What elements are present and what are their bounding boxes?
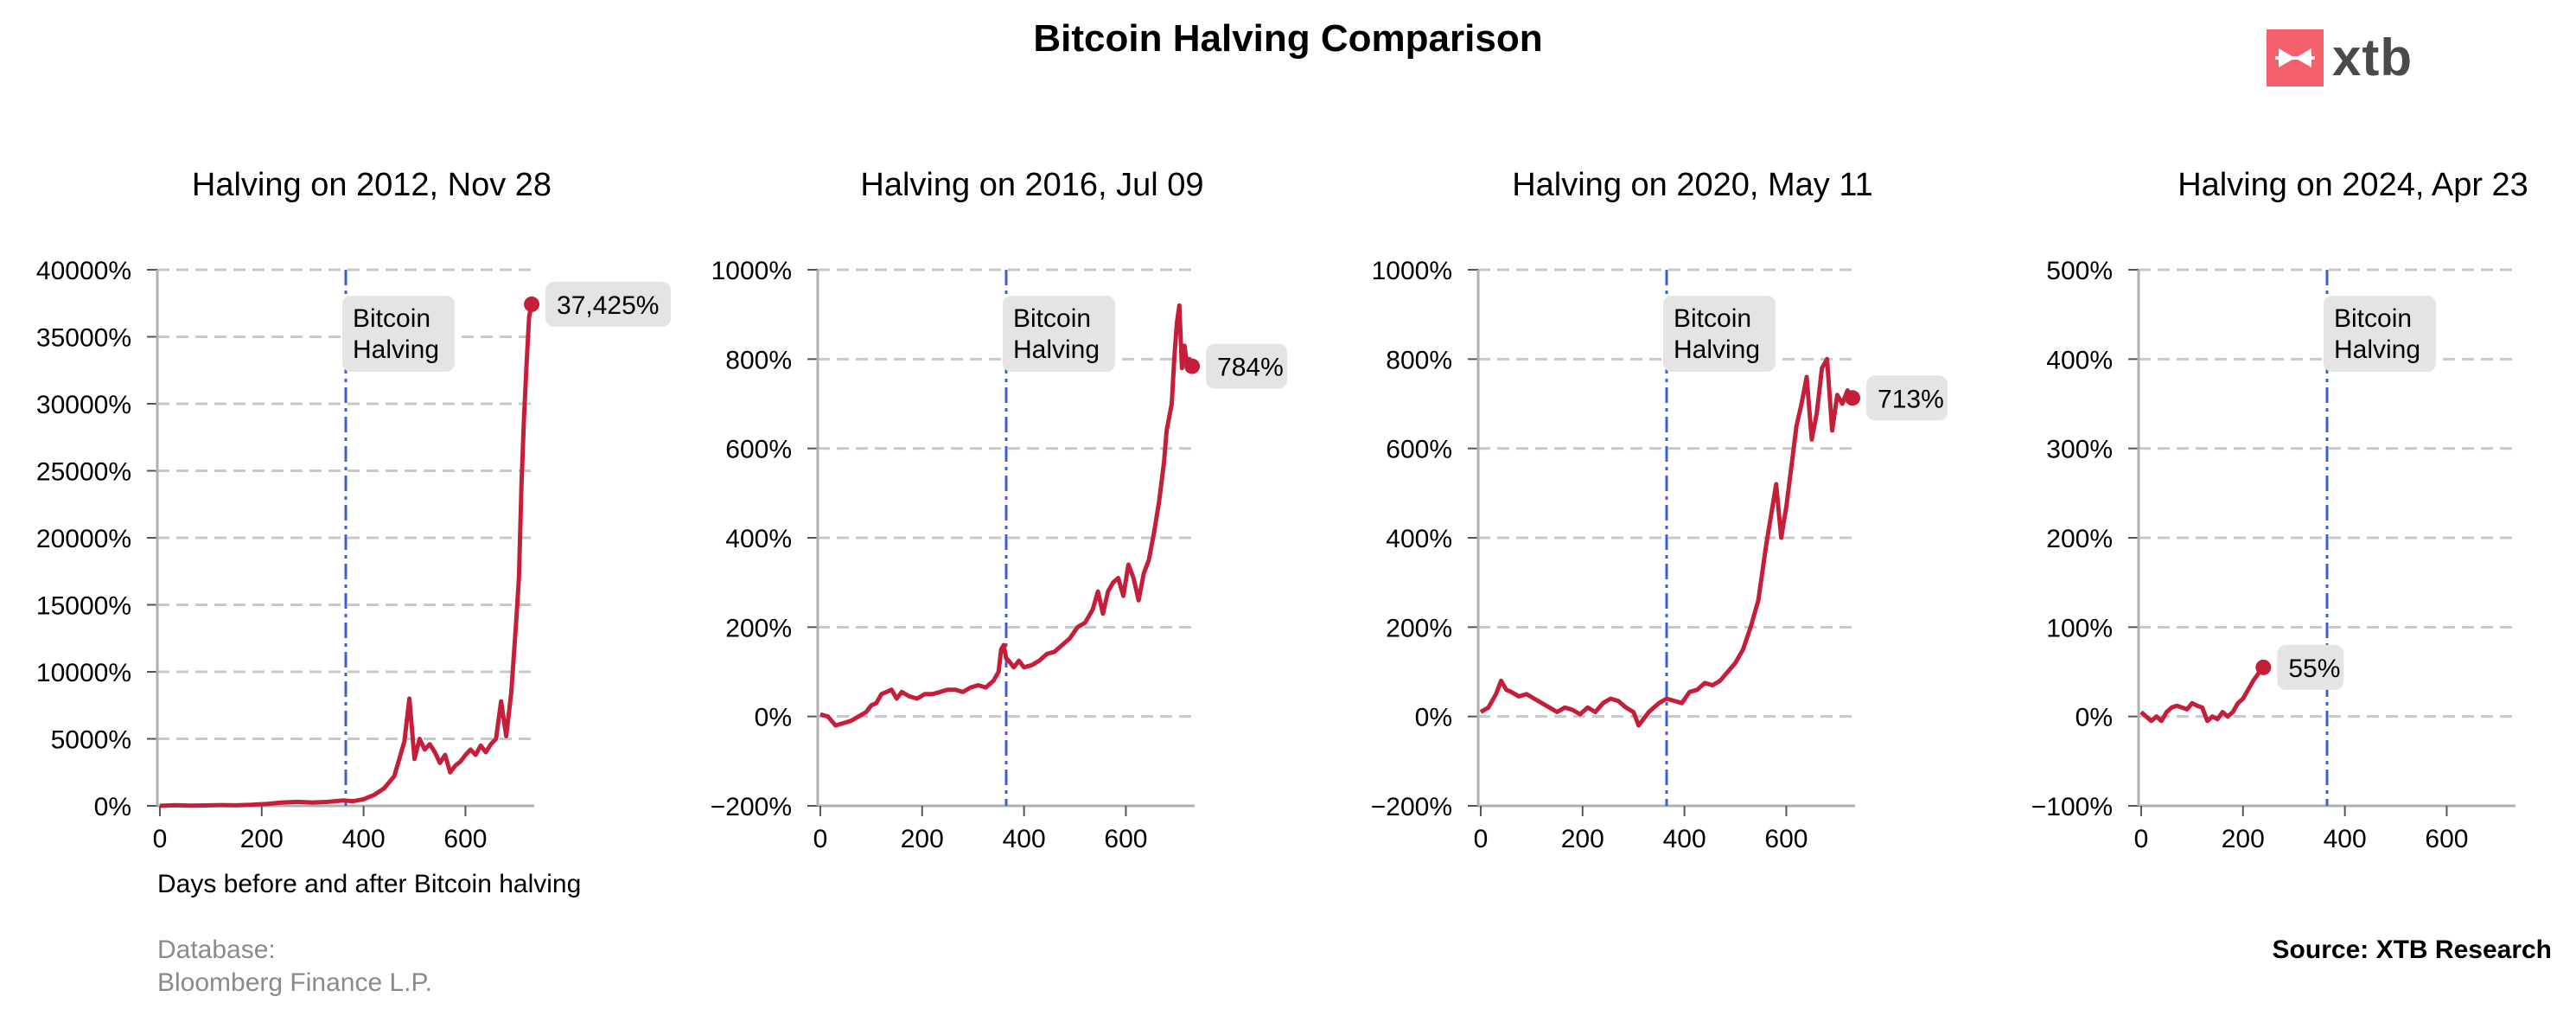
halving-label-text: Halving (2334, 335, 2420, 364)
halving-label-box (2324, 296, 2436, 372)
database-note: Database: Bloomberg Finance L.P. (157, 934, 432, 1000)
x-tick-label: 0 (813, 825, 828, 853)
halving-label-text: Halving (353, 335, 439, 364)
panel-title: Halving on 2012, Nov 28 (192, 167, 552, 203)
halving-label-text: Bitcoin (1674, 304, 1751, 333)
x-tick-label: 400 (2324, 825, 2367, 853)
chart-title: Bitcoin Halving Comparison (1033, 17, 1543, 60)
end-label: 37,425% (557, 291, 659, 320)
end-point (2255, 659, 2272, 675)
y-tick-label: 200% (1386, 614, 1452, 642)
x-tick-label: 0 (2134, 825, 2149, 853)
halving-label-text: Bitcoin (1013, 304, 1091, 333)
series-line (159, 303, 534, 808)
y-tick-label: 15000% (36, 592, 131, 621)
panel-title: Halving on 2016, Jul 09 (860, 167, 1203, 203)
end-label: 713% (1878, 385, 1944, 413)
y-tick-label: 200% (725, 614, 792, 642)
y-tick-label: 10000% (36, 659, 131, 687)
series-line (1479, 356, 1855, 728)
x-tick-label: 400 (1003, 825, 1046, 853)
end-label: 784% (1217, 354, 1284, 382)
y-tick-label: 400% (2046, 346, 2113, 374)
panel-title: Halving on 2024, Apr 23 (2177, 167, 2528, 203)
x-tick-label: 0 (153, 825, 168, 853)
x-tick-label: 600 (1104, 825, 1147, 853)
chart-panel-2: Halving on 2016, Jul 09 −200% 0% 200% 400% 60… (711, 167, 1288, 853)
y-tick-label: 25000% (36, 458, 131, 487)
database-value: Bloomberg Finance L.P. (157, 968, 432, 997)
y-tick-label: 0% (1415, 704, 1452, 732)
y-tick-label: 40000% (36, 257, 131, 285)
end-label-box (1866, 375, 1948, 421)
y-tick-label: 35000% (36, 324, 131, 353)
x-tick-label: 600 (443, 825, 487, 853)
series-line (819, 303, 1195, 728)
y-tick-label: 600% (725, 436, 792, 464)
y-tick-label: 100% (2046, 614, 2113, 642)
end-label-box (545, 281, 672, 327)
end-point (1845, 390, 1861, 406)
end-label-box (2277, 644, 2344, 690)
end-point (524, 296, 540, 312)
halving-label-text: Halving (1674, 335, 1760, 364)
y-tick-label: 400% (725, 525, 792, 553)
xtb-logo-text: xtb (2332, 29, 2413, 86)
y-tick-label: 400% (1386, 525, 1452, 553)
x-tick-label: 600 (1764, 825, 1808, 853)
x-tick-label: 200 (1561, 825, 1604, 853)
x-tick-label: 200 (901, 825, 944, 853)
panel-title: Halving on 2020, May 11 (1512, 167, 1873, 203)
y-tick-label: 0% (2075, 704, 2113, 732)
y-tick-label: 1000% (1372, 257, 1452, 285)
x-tick-label: 600 (2425, 825, 2468, 853)
y-tick-label: 30000% (36, 391, 131, 419)
xtb-logo-icon (2267, 29, 2324, 86)
y-tick-label: −100% (2031, 793, 2113, 821)
chart-panel-1: Halving on 2012, Nov 28 0% 5000% 10000% 1500… (36, 167, 672, 898)
y-tick-label: 20000% (36, 525, 131, 553)
chart-panel-3: Halving on 2020, May 11 −200% 0% 200% 400% 60… (1371, 167, 1948, 853)
end-label: 55% (2288, 655, 2340, 683)
x-tick-label: 400 (342, 825, 386, 853)
y-tick-label: −200% (1371, 793, 1452, 821)
y-tick-label: 800% (725, 346, 792, 374)
halving-label-text: Halving (1013, 335, 1100, 364)
xtb-logo: xtb (2267, 26, 2439, 86)
y-tick-label: 0% (94, 793, 131, 821)
y-tick-label: 1000% (711, 257, 792, 285)
halving-label-box (1003, 296, 1115, 372)
chart-panel-4: Halving on 2024, Apr 23 −100% 0% 100% 200% 30… (2031, 167, 2528, 853)
y-tick-label: 5000% (51, 726, 131, 755)
x-tick-label: 200 (2222, 825, 2265, 853)
x-tick-label: 0 (1474, 825, 1489, 853)
y-tick-label: 600% (1386, 436, 1452, 464)
y-tick-label: −200% (711, 793, 792, 821)
halving-label-text: Bitcoin (2334, 304, 2412, 333)
source-note: Source: XTB Research (2272, 936, 2552, 964)
x-axis-label: Days before and after Bitcoin halving (157, 870, 581, 898)
x-tick-label: 400 (1663, 825, 1706, 853)
halving-label-text: Bitcoin (353, 304, 430, 333)
database-label: Database: (157, 936, 276, 964)
halving-label-box (342, 296, 455, 372)
y-tick-label: 0% (755, 704, 792, 732)
halving-label-box (1663, 296, 1776, 372)
y-tick-label: 300% (2046, 436, 2113, 464)
end-point (1184, 358, 1201, 374)
end-label-box (1206, 343, 1288, 389)
series-line (2139, 666, 2266, 724)
y-tick-label: 200% (2046, 525, 2113, 553)
y-tick-label: 500% (2046, 257, 2113, 285)
y-tick-label: 800% (1386, 346, 1452, 374)
x-tick-label: 200 (240, 825, 284, 853)
